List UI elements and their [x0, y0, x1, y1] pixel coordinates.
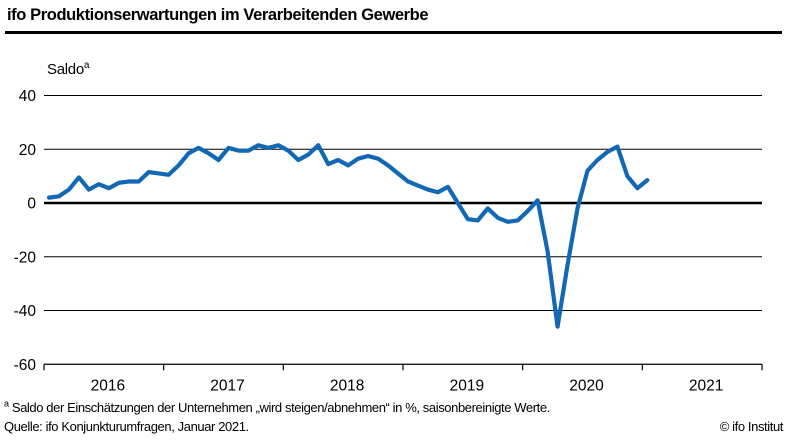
y-axis-unit-text: Saldo [47, 61, 84, 78]
y-tick-label: 20 [19, 142, 37, 159]
y-tick-label: 40 [19, 88, 37, 105]
y-tick-label: -40 [14, 303, 37, 320]
footnote: a Saldo der Einschätzungen der Unternehm… [4, 398, 783, 415]
x-tick-label: 2021 [689, 377, 723, 394]
x-tick-label: 2019 [450, 377, 484, 394]
y-tick-label: -60 [14, 357, 37, 374]
x-tick-label: 2017 [210, 377, 244, 394]
title-divider [5, 31, 782, 34]
footnote-text: Saldo der Einschätzungen der Unternehmen… [8, 400, 551, 415]
x-tick-label: 2018 [330, 377, 364, 394]
y-axis-unit-label: Saldoa [47, 60, 90, 79]
footnote-marker: a [4, 398, 9, 409]
source-text: Quelle: ifo Konjunkturumfragen, Januar 2… [4, 419, 249, 434]
y-tick-label: -20 [14, 249, 37, 266]
source-row: Quelle: ifo Konjunkturumfragen, Januar 2… [4, 419, 783, 434]
x-tick-label: 2020 [569, 377, 604, 394]
x-tick-label: 2016 [91, 377, 125, 394]
y-tick-label: 0 [27, 196, 36, 213]
y-axis-unit-footnote-marker: a [83, 60, 90, 71]
data-line-produktionserwartungen [46, 143, 650, 329]
copyright-text: © ifo Institut [719, 419, 784, 434]
page-title: ifo Produktionserwartungen im Verarbeite… [7, 6, 429, 24]
